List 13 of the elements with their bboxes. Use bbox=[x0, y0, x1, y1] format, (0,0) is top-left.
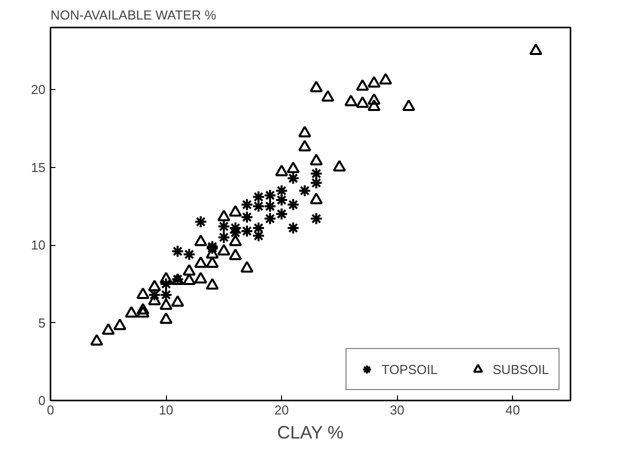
y-tick-label: 15 bbox=[31, 160, 46, 175]
x-tick-label: 20 bbox=[274, 402, 289, 418]
y-axis-title: NON-AVAILABLE WATER % bbox=[50, 8, 217, 22]
x-tick-label: 30 bbox=[390, 402, 404, 418]
x-axis-title: CLAY % bbox=[277, 422, 344, 442]
y-tick-label: 20 bbox=[31, 82, 46, 98]
y-tick-label: 0 bbox=[38, 393, 46, 408]
y-tick-label: 5 bbox=[38, 315, 46, 330]
legend-label: SUBSOIL bbox=[492, 362, 549, 376]
legend-label: TOPSOIL bbox=[382, 362, 438, 376]
y-tick-label: 10 bbox=[31, 238, 46, 253]
x-tick-label: 10 bbox=[158, 402, 174, 418]
x-tick-label: 40 bbox=[505, 402, 520, 418]
